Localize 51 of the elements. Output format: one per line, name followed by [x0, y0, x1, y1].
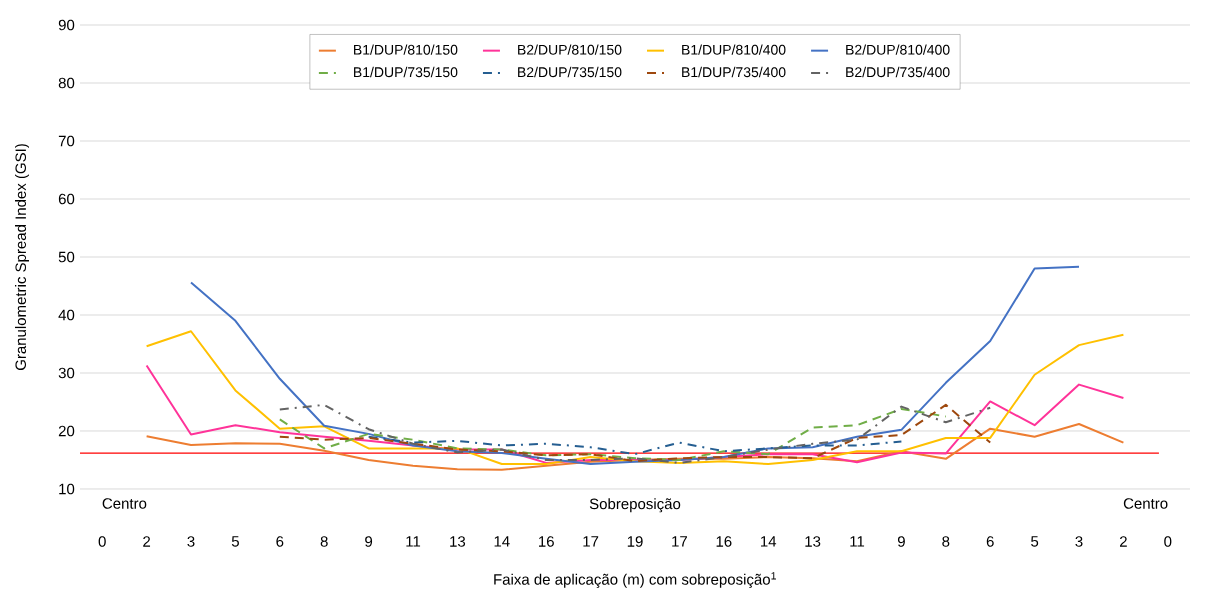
y-tick-label: 70 — [58, 135, 75, 147]
y-tick-label: 90 — [58, 19, 75, 31]
y-tick-label: 20 — [58, 425, 75, 437]
y-axis-title: Granulometric Spread Index (GSI) — [15, 144, 29, 371]
x-tick-label: 2 — [143, 536, 151, 547]
x-tick-label: 0 — [1164, 536, 1172, 547]
x-tick-label: 16 — [716, 536, 732, 547]
legend-label: B2/DUP/735/150 — [518, 66, 622, 78]
y-tick-label: 50 — [58, 251, 75, 263]
line-series — [145, 423, 1125, 471]
x-tick-label: 6 — [276, 536, 284, 547]
x-tick-label: 17 — [583, 536, 599, 547]
legend-label: B2/DUP/735/400 — [846, 66, 950, 78]
x-tick-label: 17 — [672, 536, 687, 547]
x-tick-label: 11 — [850, 536, 865, 547]
x-tick-label: 2 — [1119, 536, 1127, 547]
x-tick-label: 0 — [98, 536, 106, 547]
x-axis-title: Faixa de aplicação (m) com sobreposição$^{1}$ — [494, 572, 776, 588]
text: Sobreposição — [589, 498, 681, 513]
x-tick-label: 6 — [986, 536, 994, 547]
x-tick-label: 3 — [187, 536, 195, 547]
legend-label: B1/DUP/810/400 — [682, 44, 786, 55]
x-tick-label: 5 — [1031, 536, 1039, 547]
y-tick-label: 80 — [58, 77, 75, 89]
y-tick-label: 10 — [59, 483, 75, 495]
line-series — [278, 407, 947, 461]
text: Centro — [102, 498, 147, 509]
legend-label: B1/DUP/735/150 — [354, 66, 458, 78]
x-tick-label: 14 — [761, 536, 777, 547]
x-tick-label: 19 — [627, 536, 643, 547]
text: Centro — [1123, 498, 1168, 509]
x-tick-label: 5 — [231, 536, 239, 547]
x-tick-label: 8 — [320, 536, 328, 547]
y-tick-label: 40 — [58, 309, 75, 321]
x-tick-label: 13 — [450, 536, 466, 547]
x-tick-label: 3 — [1075, 536, 1083, 547]
line-series — [367, 435, 903, 456]
legend-label: B2/DUP/810/150 — [518, 44, 622, 55]
y-tick-label: 60 — [58, 193, 75, 205]
x-tick-label: 9 — [897, 536, 905, 547]
y-tick-label: 30 — [58, 367, 75, 379]
legend-label: B1/DUP/810/150 — [354, 44, 458, 55]
legend-label: B1/DUP/735/400 — [682, 66, 786, 78]
x-tick-label: 11 — [406, 536, 421, 547]
line-series — [190, 265, 1081, 466]
x-tick-label: 16 — [539, 536, 554, 547]
legend-label: B2/DUP/810/400 — [846, 44, 950, 55]
x-tick-label: 14 — [494, 536, 510, 547]
x-tick-label: 9 — [365, 536, 373, 547]
x-tick-label: 13 — [805, 536, 821, 547]
x-tick-label: 8 — [942, 536, 950, 547]
